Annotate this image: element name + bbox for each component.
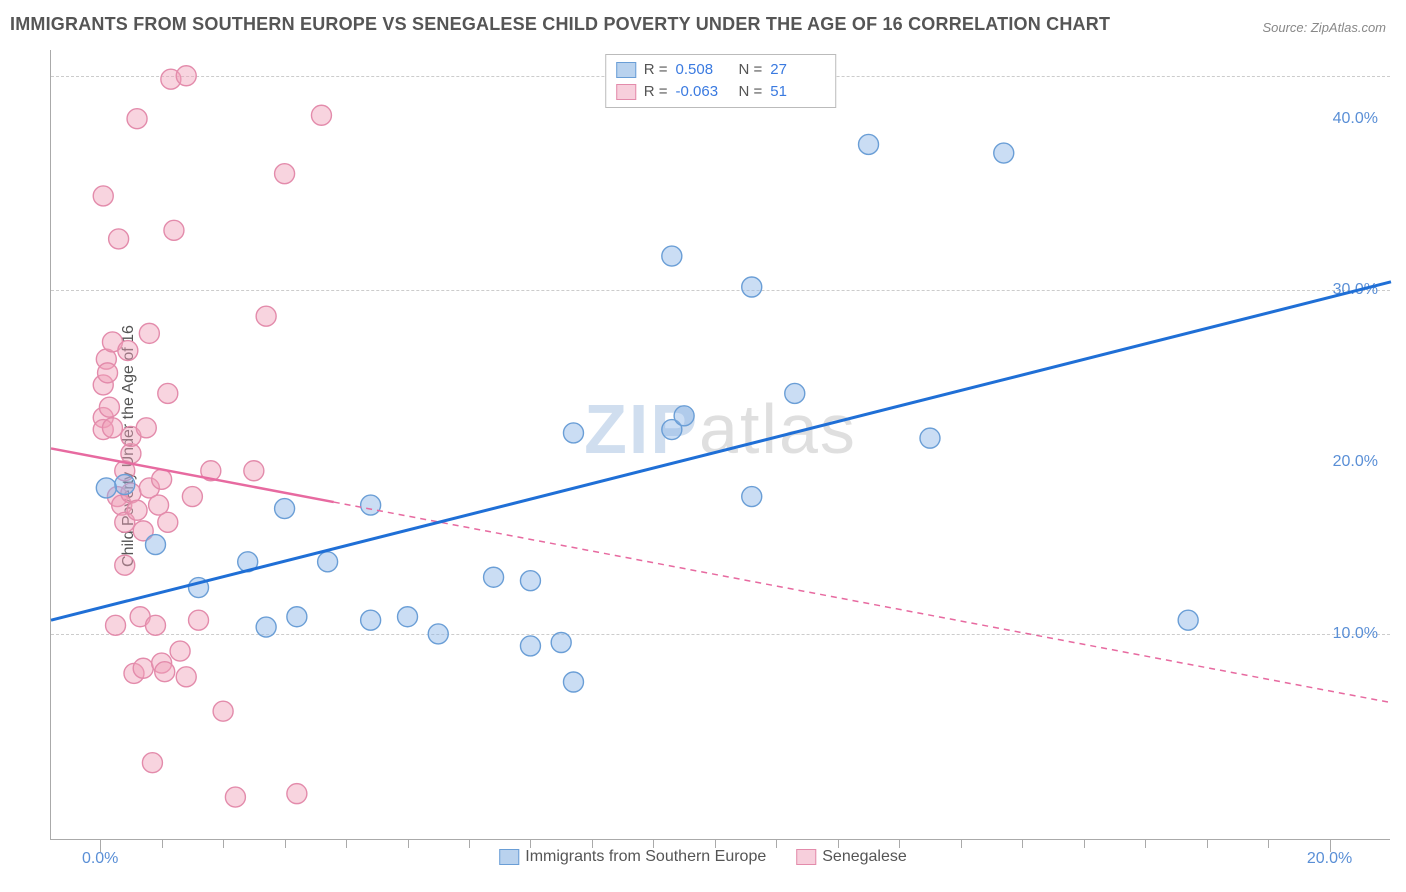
x-tick-label: 0.0% (82, 850, 118, 868)
n-label: N = (739, 59, 763, 81)
series1-swatch-icon (499, 849, 519, 865)
source-attribution: Source: ZipAtlas.com (1262, 20, 1386, 35)
r-label: R = (644, 59, 668, 81)
series2-name: Senegalese (822, 848, 907, 866)
series1-r-value: 0.508 (676, 59, 731, 81)
r-label: R = (644, 81, 668, 103)
series1-name: Immigrants from Southern Europe (525, 848, 766, 866)
series1-swatch-icon (616, 62, 636, 78)
n-label: N = (739, 81, 763, 103)
legend-item-series2: Senegalese (796, 848, 907, 866)
series1-n-value: 27 (770, 59, 825, 81)
plot-area: ZIPatlas R = 0.508 N = 27 R = -0.063 N =… (50, 50, 1390, 840)
series2-swatch-icon (796, 849, 816, 865)
series2-r-value: -0.063 (676, 81, 731, 103)
series2-n-value: 51 (770, 81, 825, 103)
stats-row-series2: R = -0.063 N = 51 (616, 81, 826, 103)
chart-svg (51, 50, 1390, 839)
chart-title: IMMIGRANTS FROM SOUTHERN EUROPE VS SENEG… (10, 14, 1110, 35)
legend-item-series1: Immigrants from Southern Europe (499, 848, 766, 866)
series-legend: Immigrants from Southern Europe Senegale… (499, 848, 907, 866)
stats-row-series1: R = 0.508 N = 27 (616, 59, 826, 81)
series2-swatch-icon (616, 84, 636, 100)
x-tick-label: 20.0% (1307, 850, 1352, 868)
stats-legend: R = 0.508 N = 27 R = -0.063 N = 51 (605, 54, 837, 108)
